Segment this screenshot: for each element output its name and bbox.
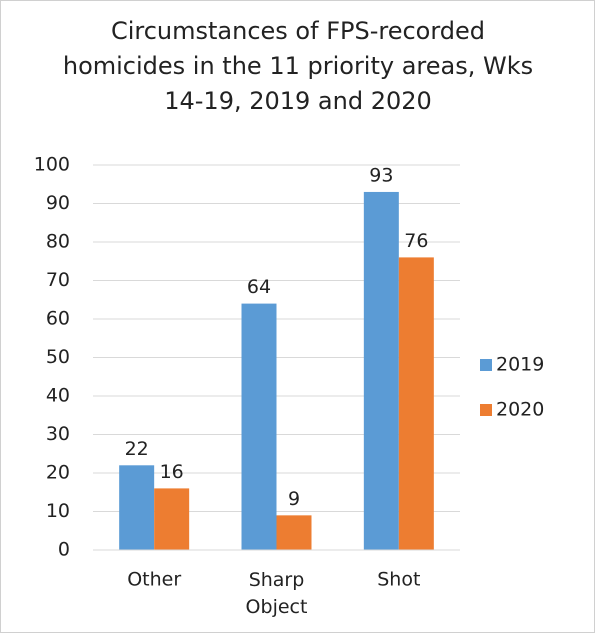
x-tick-label: Other bbox=[127, 569, 181, 591]
y-tick-label: 40 bbox=[46, 385, 70, 407]
y-tick-label: 50 bbox=[46, 346, 70, 368]
legend-swatch bbox=[480, 404, 492, 416]
bar bbox=[241, 303, 277, 550]
y-tick-label: 30 bbox=[46, 423, 70, 445]
y-tick-label: 70 bbox=[46, 269, 70, 291]
bar bbox=[119, 465, 155, 550]
y-tick-label: 60 bbox=[46, 308, 70, 330]
data-label: 64 bbox=[247, 276, 271, 298]
bar bbox=[398, 257, 434, 550]
data-label: 76 bbox=[404, 230, 428, 252]
bar bbox=[276, 515, 312, 550]
data-label: 9 bbox=[288, 488, 300, 510]
y-tick-label: 20 bbox=[46, 462, 70, 484]
y-tick-label: 10 bbox=[46, 500, 70, 522]
y-tick-label: 100 bbox=[34, 154, 70, 176]
y-tick-label: 90 bbox=[46, 192, 70, 214]
bar bbox=[363, 191, 399, 550]
data-label: 22 bbox=[125, 438, 149, 460]
legend-label: 2020 bbox=[496, 399, 544, 421]
chart-title: Circumstances of FPS-recorded homicides … bbox=[62, 17, 534, 115]
x-tick-label: Shot bbox=[377, 569, 420, 591]
legend-swatch bbox=[480, 359, 492, 371]
data-label: 16 bbox=[160, 461, 184, 483]
y-tick-label: 80 bbox=[46, 231, 70, 253]
y-tick-label: 0 bbox=[58, 539, 70, 561]
legend-label: 2019 bbox=[496, 354, 544, 376]
data-label: 93 bbox=[369, 164, 393, 186]
x-tick-label: Sharp Object bbox=[246, 569, 308, 618]
bar bbox=[154, 488, 190, 550]
